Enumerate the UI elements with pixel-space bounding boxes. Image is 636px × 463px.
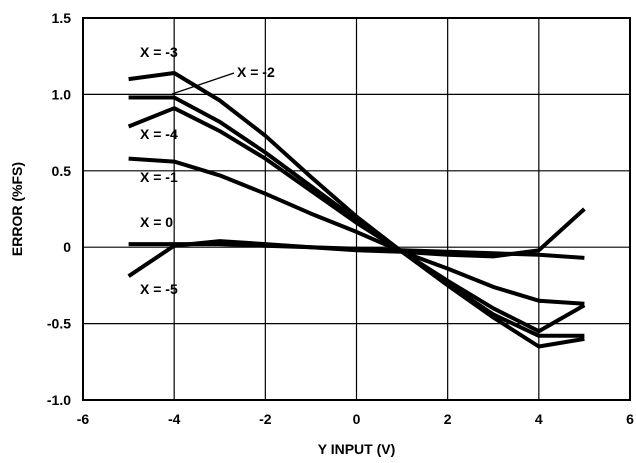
x-tick-label: 0 <box>353 411 361 427</box>
series-line-1 <box>128 95 585 338</box>
x-tick-labels: -6 -4 -2 0 2 4 6 <box>77 411 634 427</box>
x-tick-label: 4 <box>535 411 543 427</box>
plot-frame <box>82 17 631 401</box>
series-line-5 <box>127 207 586 278</box>
series-line-2 <box>127 106 586 334</box>
series-annotations: X = -3 X = -2 X = -4 X = -1 X = 0 X = -5 <box>140 44 275 297</box>
series-label-5: X = -5 <box>140 281 178 297</box>
y-tick-label: 0.5 <box>52 163 72 179</box>
label-leader-line <box>171 72 235 95</box>
x-tick-label: 6 <box>626 411 634 427</box>
series-label-1: X = -2 <box>237 64 275 80</box>
series-label-4: X = 0 <box>140 214 173 230</box>
series-label-2: X = -4 <box>140 126 178 142</box>
x-tick-label: 2 <box>444 411 452 427</box>
series-lines <box>127 71 586 349</box>
series-label-3: X = -1 <box>140 169 178 185</box>
y-tick-label: -0.5 <box>47 316 71 332</box>
y-tick-labels: 1.5 1.0 0.5 0 -0.5 -1.0 <box>47 10 71 408</box>
y-tick-label: 0 <box>63 239 71 255</box>
x-tick-label: -6 <box>77 411 90 427</box>
y-tick-label: -1.0 <box>47 392 71 408</box>
x-axis-label: Y INPUT (V) <box>318 441 396 457</box>
series-label-0: X = -3 <box>140 44 178 60</box>
y-tick-label: 1.5 <box>52 10 72 26</box>
y-tick-label: 1.0 <box>52 86 72 102</box>
series-line-3 <box>128 156 585 306</box>
series-line-0 <box>128 71 585 349</box>
x-tick-label: -4 <box>168 411 181 427</box>
x-tick-label: -2 <box>259 411 272 427</box>
y-axis-label: ERROR (%FS) <box>9 162 25 256</box>
